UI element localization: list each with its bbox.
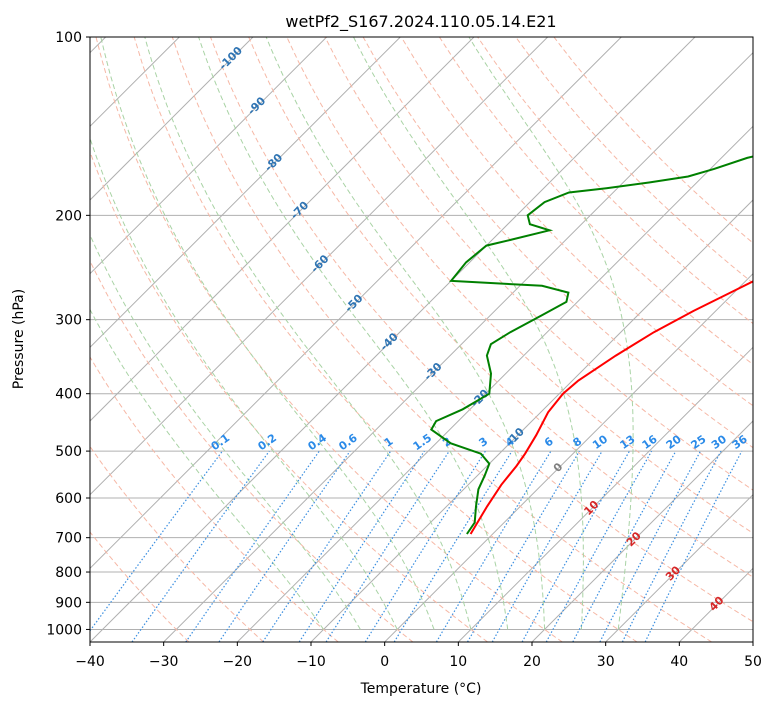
moist-adiabat-line (265, 37, 546, 630)
dry-adiabat-line (90, 445, 264, 642)
moist-adiabat-line (90, 233, 361, 630)
dry-adiabat-line (90, 150, 488, 642)
mixing-ratio-line (298, 450, 425, 642)
dry-adiabat-line (324, 37, 753, 491)
mixing-ratio-line (185, 450, 320, 642)
chart-title: wetPf2_S167.2024.110.05.14.E21 (285, 12, 556, 32)
moist-adiabat-line (144, 37, 472, 630)
dry-adiabat-line (95, 37, 563, 642)
x-tick-label: 0 (380, 654, 389, 670)
dry-adiabat-line (90, 356, 339, 642)
y-tick-label: 200 (55, 208, 82, 224)
x-tick-label: −40 (75, 654, 105, 670)
isotherm-line (90, 37, 328, 275)
dry-adiabat-line (438, 37, 753, 366)
isotherm-line (605, 493, 753, 642)
moist-adiabat-line (90, 136, 398, 630)
y-tick-label: 300 (55, 313, 82, 329)
y-tick-label: 400 (55, 387, 82, 403)
y-axis-label: Pressure (hPa) (11, 289, 27, 389)
x-tick-label: 30 (597, 654, 615, 670)
background-lines (90, 37, 753, 642)
x-tick-label: −20 (223, 654, 253, 670)
x-tick-label: −10 (296, 654, 326, 670)
mixing-ratio-line (572, 450, 677, 642)
x-tick-label: 50 (744, 654, 762, 670)
mixing-ratio-line (621, 450, 722, 642)
y-tick-label: 600 (55, 491, 82, 507)
mixing-ratio-line (262, 450, 392, 642)
y-tick-label: 1000 (46, 622, 82, 638)
temperature-profile-line (469, 280, 753, 535)
isotherm-line (531, 420, 753, 642)
x-axis-label: Temperature (°C) (360, 681, 482, 697)
isotherm-line (90, 37, 401, 349)
mixing-ratio-line (393, 450, 513, 642)
isotherm-line (163, 51, 753, 642)
isotherm-line (90, 37, 475, 422)
dry-adiabat-line (171, 37, 712, 642)
isotherm-line (90, 37, 622, 570)
x-tick-label: 10 (449, 654, 467, 670)
isotherm-line (457, 346, 753, 642)
mixing-ratio-line (521, 450, 631, 642)
dewpoint-profile-line (429, 155, 753, 535)
plot-frame (89, 36, 754, 643)
profiles (429, 155, 753, 535)
isotherm-line (236, 125, 753, 642)
y-tick-label: 100 (55, 30, 82, 46)
x-axis: −40 −30 −20 −10 0 10 20 30 40 50 (75, 642, 762, 670)
moist-adiabat-line (198, 37, 509, 630)
y-tick-label: 700 (55, 531, 82, 547)
dry-adiabat-line (90, 259, 414, 642)
mixing-ratio-line (364, 450, 486, 642)
y-tick-label: 800 (55, 565, 82, 581)
dry-adiabat-line (133, 37, 638, 642)
mixing-ratio-line (545, 450, 653, 642)
moist-adiabat-line (353, 37, 584, 630)
mixing-ratio-line (325, 450, 450, 642)
dry-adiabat-line (248, 37, 753, 578)
moist-adiabat-line (100, 37, 435, 630)
dry-adiabat-line (400, 37, 753, 407)
y-tick-label: 900 (55, 595, 82, 611)
moist-adiabat-line (90, 308, 324, 630)
y-axis: 100 200 300 400 500 600 700 800 900 1000 (46, 30, 90, 638)
mixing-ratio-line (435, 450, 552, 642)
x-tick-label: −30 (149, 654, 179, 670)
mixing-ratio-line (599, 450, 702, 642)
isotherm-line (384, 272, 753, 642)
isotherm-line (90, 37, 549, 496)
x-tick-label: 20 (523, 654, 541, 670)
mixing-ratio-line (644, 450, 743, 642)
y-tick-label: 500 (55, 444, 82, 460)
isotherm-line (90, 37, 254, 201)
mixing-ratio-line (218, 450, 351, 642)
dry-adiabat-line (90, 531, 190, 642)
mixing-ratio-line (131, 450, 270, 642)
moist-adiabat-line (468, 37, 634, 630)
x-tick-label: 40 (670, 654, 688, 670)
dry-adiabat-line (515, 37, 753, 284)
dry-adiabat-line (210, 37, 753, 623)
mixing-ratio-line (90, 450, 223, 632)
isotherm-line (90, 37, 696, 642)
